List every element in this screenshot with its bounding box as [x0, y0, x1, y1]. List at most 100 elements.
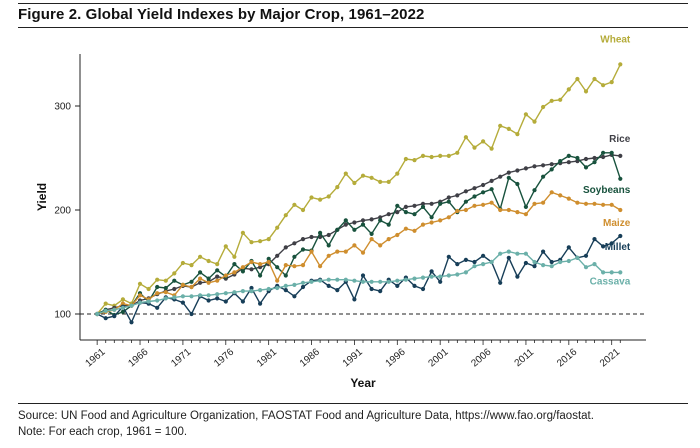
data-point-cassava — [326, 277, 331, 282]
data-point-rice — [549, 162, 554, 167]
data-point-millet — [360, 273, 366, 278]
data-point-millet — [129, 320, 134, 325]
data-point-wheat — [618, 62, 623, 67]
series-label-soybeans: Soybeans — [583, 185, 631, 196]
y-tick-label: 100 — [54, 310, 71, 321]
data-point-millet — [412, 283, 417, 288]
data-point-rice — [489, 178, 494, 183]
data-point-millet — [592, 237, 597, 242]
line-chart: 100 200 300 1961 1966 1971 1976 1981 1986 1991 199… — [35, 34, 646, 390]
data-point-soybeans — [352, 227, 357, 232]
data-point-cassava — [446, 273, 451, 278]
data-point-maize — [275, 278, 280, 283]
data-point-cassava — [232, 290, 237, 295]
data-point-rice — [172, 286, 177, 292]
data-point-cassava — [180, 294, 185, 299]
data-point-maize — [300, 263, 306, 268]
data-point-maize — [215, 278, 220, 283]
data-point-wheat — [532, 119, 537, 124]
data-point-soybeans — [172, 278, 177, 283]
x-tick-label: 1961 — [83, 346, 107, 369]
data-point-cassava — [601, 270, 606, 275]
data-point-cassava — [403, 277, 408, 282]
data-point-wheat — [326, 194, 331, 199]
figure-title: Figure 2. Global Yield Indexes by Major … — [18, 6, 425, 23]
data-point-cassava — [129, 303, 134, 308]
data-point-cassava — [223, 291, 228, 296]
data-point-maize — [601, 202, 606, 207]
data-point-maize — [575, 200, 580, 205]
data-point-cassava — [240, 289, 245, 294]
data-point-maize — [163, 290, 168, 295]
data-point-maize — [326, 253, 331, 258]
data-point-cassava — [558, 259, 563, 265]
data-point-cassava — [95, 311, 100, 317]
data-point-soybeans — [240, 269, 245, 274]
data-point-soybeans — [566, 153, 571, 158]
data-point-soybeans — [266, 256, 271, 261]
data-point-maize — [198, 276, 203, 281]
data-point-cassava — [300, 280, 306, 285]
data-point-soybeans — [206, 276, 211, 281]
data-point-wheat — [206, 258, 211, 264]
data-point-millet — [446, 254, 451, 259]
data-point-cassava — [112, 307, 117, 312]
data-point-maize — [558, 193, 563, 198]
data-point-maize — [283, 263, 288, 268]
data-point-millet — [455, 262, 460, 267]
data-point-cassava — [360, 279, 366, 284]
x-tick-label: 2001 — [427, 346, 451, 369]
data-point-wheat — [386, 179, 391, 184]
data-point-wheat — [429, 154, 434, 160]
data-point-maize — [583, 201, 589, 206]
data-point-millet — [249, 285, 254, 291]
data-point-wheat — [575, 76, 580, 82]
data-point-rice — [523, 166, 529, 171]
data-point-millet — [189, 311, 194, 317]
data-point-wheat — [360, 173, 366, 178]
data-point-maize — [120, 301, 125, 306]
data-point-cassava — [575, 255, 580, 260]
data-point-maize — [481, 202, 486, 207]
data-point-cassava — [155, 298, 160, 303]
data-point-wheat — [446, 153, 451, 158]
data-point-cassava — [292, 282, 297, 287]
data-point-soybeans — [592, 160, 597, 165]
x-tick-label: 1996 — [384, 346, 408, 369]
data-point-wheat — [463, 135, 468, 140]
data-point-soybeans — [318, 230, 323, 235]
data-point-cassava — [275, 285, 280, 291]
data-point-wheat — [249, 240, 254, 245]
data-point-wheat — [266, 237, 271, 242]
x-tick-label: 1991 — [341, 346, 365, 369]
data-point-soybeans — [506, 175, 511, 180]
data-point-wheat — [292, 202, 297, 207]
series-label-millet: Millet — [605, 242, 631, 253]
data-point-wheat — [240, 230, 245, 235]
data-point-cassava — [206, 293, 211, 298]
data-point-maize — [343, 249, 348, 254]
data-point-wheat — [232, 254, 237, 259]
data-point-cassava — [506, 249, 511, 254]
data-point-soybeans — [601, 150, 606, 155]
data-point-cassava — [386, 279, 391, 284]
data-point-soybeans — [292, 254, 297, 259]
data-point-cassava — [532, 259, 537, 265]
data-point-soybeans — [403, 210, 408, 215]
footnote: Note: For each crop, 1961 = 100. — [18, 426, 188, 438]
data-point-maize — [403, 226, 408, 231]
data-point-cassava — [592, 262, 597, 267]
data-point-soybeans — [523, 204, 529, 209]
y-tick-label: 200 — [54, 206, 71, 217]
data-point-maize — [180, 282, 185, 287]
data-point-soybeans — [395, 203, 400, 208]
series-line-cassava — [96, 250, 621, 315]
data-point-wheat — [566, 87, 571, 92]
data-point-cassava — [618, 270, 623, 275]
data-point-rice — [455, 193, 460, 198]
data-point-maize — [429, 220, 434, 225]
data-point-cassava — [137, 300, 143, 305]
data-point-soybeans — [275, 265, 280, 270]
data-point-millet — [292, 294, 297, 299]
data-point-wheat — [198, 254, 203, 259]
